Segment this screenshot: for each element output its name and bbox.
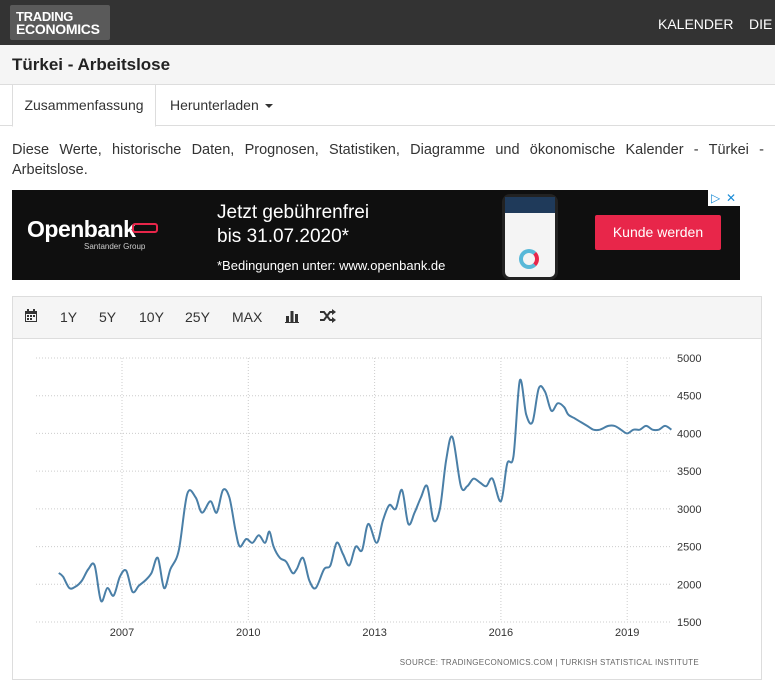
- tab-zusammenfassung[interactable]: Zusammenfassung: [12, 85, 156, 127]
- tab-herunterladen[interactable]: Herunterladen: [170, 85, 273, 126]
- ad-cta-button[interactable]: Kunde werden: [595, 215, 721, 250]
- chart-container: 1Y 5Y 10Y 25Y MAX: [12, 296, 762, 680]
- ad-phone-ring: [519, 249, 539, 269]
- y-tick-label: 2000: [677, 579, 701, 591]
- nav-kalender[interactable]: KALENDER: [658, 16, 734, 32]
- y-tick-label: 1500: [677, 617, 701, 629]
- y-tick-label: 5000: [677, 353, 701, 365]
- x-tick-label: 2010: [236, 627, 260, 639]
- ad-brand-sub: Santander Group: [84, 242, 146, 251]
- ad-choices-icon[interactable]: ▷: [711, 191, 721, 205]
- y-tick-label: 4500: [677, 391, 701, 403]
- caret-down-icon: [264, 104, 273, 109]
- y-tick-label: 3500: [677, 466, 701, 478]
- x-tick-label: 2007: [110, 627, 134, 639]
- range-25y-button[interactable]: 25Y: [185, 309, 210, 325]
- logo-line1: TRADING: [16, 9, 74, 24]
- x-axis-labels: 2007 2010 2013 2016 2019: [110, 627, 640, 639]
- y-tick-label: 4000: [677, 428, 701, 440]
- tab-bar: Zusammenfassung Herunterladen: [0, 85, 775, 127]
- nav-die[interactable]: DIE: [749, 16, 773, 32]
- series-line: [58, 378, 673, 603]
- ad-glasses-icon: [132, 223, 158, 233]
- chart-toolbar: 1Y 5Y 10Y 25Y MAX: [13, 297, 761, 339]
- ad-terms: *Bedingungen unter: www.openbank.de: [217, 258, 446, 273]
- unemployment-line-chart: 1500 2000 2500 3000 3500 4000 4500 5000 2007 201…: [36, 353, 701, 667]
- page-title: Türkei - Arbeitslose: [12, 55, 171, 74]
- title-bar: Türkei - Arbeitslose: [0, 45, 775, 85]
- shuffle-icon[interactable]: [320, 309, 336, 328]
- trading-economics-logo[interactable]: TRADING ECONOMICS: [10, 5, 110, 40]
- ad-phone-image: [502, 194, 558, 280]
- x-tick-label: 2019: [615, 627, 639, 639]
- y-tick-label: 3000: [677, 504, 701, 516]
- ad-phone-bar: [505, 197, 555, 213]
- y-tick-label: 2500: [677, 542, 701, 554]
- range-max-button[interactable]: MAX: [232, 309, 263, 325]
- range-10y-button[interactable]: 10Y: [139, 309, 164, 325]
- bar-chart-icon[interactable]: [285, 309, 299, 328]
- top-navbar: TRADING ECONOMICS KALENDER DIE: [0, 0, 775, 45]
- y-axis-labels: 1500 2000 2500 3000 3500 4000 4500 5000: [677, 353, 701, 629]
- page-description: Diese Werte, historische Daten, Prognose…: [12, 142, 764, 178]
- range-5y-button[interactable]: 5Y: [99, 309, 117, 325]
- x-tick-label: 2013: [362, 627, 386, 639]
- range-1y-button[interactable]: 1Y: [60, 309, 78, 325]
- ad-controls: ▷ ✕: [708, 190, 740, 206]
- ad-banner[interactable]: Openbank Santander Group Jetzt gebührenf…: [12, 190, 740, 280]
- x-tick-label: 2016: [489, 627, 513, 639]
- source-text: SOURCE: TRADINGECONOMICS.COM | TURKISH S…: [400, 658, 699, 667]
- ad-headline-1: Jetzt gebührenfrei: [217, 202, 370, 223]
- ad-headline-2: bis 31.07.2020*: [217, 226, 350, 247]
- ad-brand: Openbank: [27, 216, 136, 242]
- tab-herunterladen-label: Herunterladen: [170, 97, 259, 113]
- tab-zusammenfassung-label: Zusammenfassung: [24, 97, 144, 113]
- chart-grid: [36, 357, 672, 623]
- logo-line2: ECONOMICS: [16, 21, 100, 37]
- calendar-icon[interactable]: [24, 309, 38, 328]
- ad-close-icon[interactable]: ✕: [726, 191, 737, 205]
